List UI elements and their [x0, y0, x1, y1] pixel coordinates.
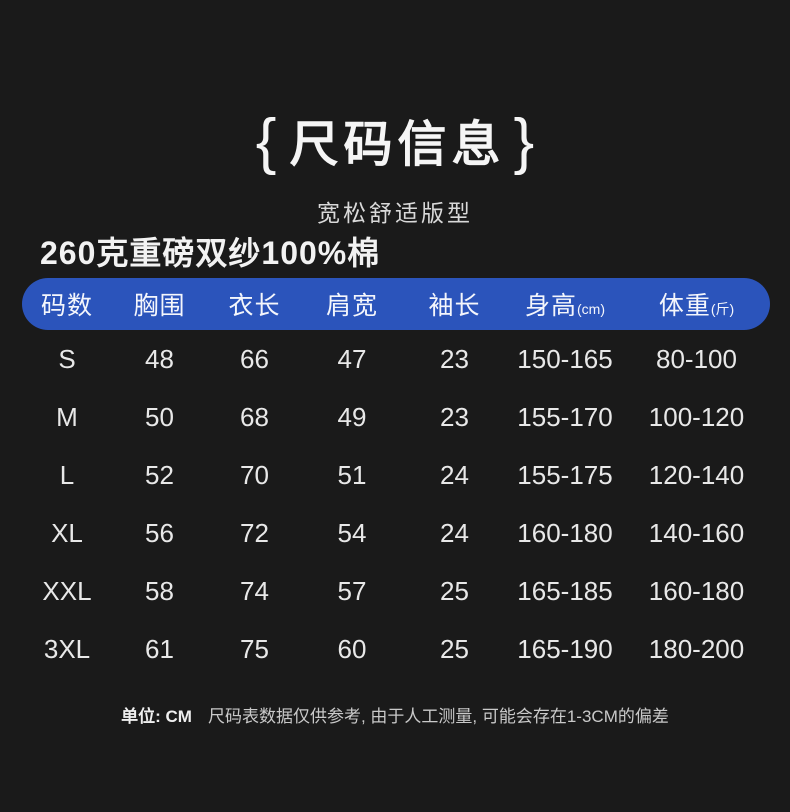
- table-row: 3XL 61 75 60 25 165-190 180-200: [22, 620, 770, 678]
- measurement-value: 155-170: [517, 401, 613, 432]
- measurement-value: 47: [337, 343, 367, 374]
- column-header: 衣长: [228, 292, 281, 320]
- column-header: 胸围: [133, 292, 186, 320]
- measurement-value: 165-190: [517, 633, 613, 664]
- measurement-value: 54: [337, 517, 367, 548]
- page-title: { 尺码信息 }: [0, 107, 790, 180]
- measurement-value: 74: [240, 575, 269, 606]
- measurement-value: 75: [240, 633, 269, 664]
- measurement-value: 50: [145, 401, 174, 432]
- measurement-value: 180-200: [648, 633, 745, 664]
- measurement-value: 70: [240, 459, 269, 490]
- measurement-value: 51: [337, 459, 367, 490]
- title-brace-close: }: [513, 107, 535, 176]
- column-header: 码数: [40, 292, 93, 320]
- column-header: 身高(cm): [524, 292, 605, 320]
- column-header: 袖长: [428, 292, 481, 320]
- page-title-text: 尺码信息: [289, 118, 506, 172]
- title-brace-open: {: [255, 107, 277, 176]
- disclaimer-text: 尺码表数据仅供参考, 由于人工测量, 可能会存在1-3CM的偏差: [207, 707, 669, 726]
- measurement-value: 165-185: [517, 575, 613, 606]
- measurement-value: 57: [337, 575, 367, 606]
- table-row: S 48 66 47 23 150-165 80-100: [22, 330, 770, 388]
- measurement-value: 160-180: [517, 517, 613, 548]
- column-header: 体重(斤): [658, 292, 735, 320]
- measurement-value: 66: [240, 343, 269, 374]
- measurement-value: 24: [440, 459, 469, 490]
- fabric-heading: 260克重磅双纱100%棉: [40, 235, 381, 271]
- measurement-value: 48: [145, 343, 174, 374]
- measurement-value: 155-175: [517, 459, 613, 490]
- measurement-value: 25: [440, 633, 469, 664]
- measurement-value: 56: [145, 517, 174, 548]
- measurement-value: 140-160: [648, 517, 745, 548]
- size-label: S: [58, 343, 76, 374]
- measurement-value: 58: [145, 575, 174, 606]
- measurement-value: 61: [145, 633, 174, 664]
- column-unit: (cm): [577, 301, 605, 317]
- size-table-body: S 48 66 47 23 150-165 80-100 M 50 68 49 23 155-170 10…: [22, 330, 770, 678]
- table-row: M 50 68 49 23 155-170 100-120: [22, 388, 770, 446]
- measurement-value: 80-100: [656, 343, 737, 374]
- column-header: 肩宽: [325, 292, 378, 320]
- size-label: 3XL: [43, 633, 91, 664]
- measurement-value: 24: [440, 517, 469, 548]
- footer-note: 单位: CM 尺码表数据仅供参考, 由于人工测量, 可能会存在1-3CM的偏差: [0, 706, 790, 728]
- size-table: 码数 胸围 衣长 肩宽 袖长 身高(cm) 体重(斤) S 48 66 47 23 150-165 80…: [22, 278, 770, 678]
- measurement-value: 120-140: [648, 459, 745, 490]
- table-row: XXL 58 74 57 25 165-185 160-180: [22, 562, 770, 620]
- measurement-value: 68: [240, 401, 269, 432]
- size-label: XL: [51, 517, 83, 548]
- measurement-value: 100-120: [648, 401, 745, 432]
- measurement-value: 160-180: [648, 575, 745, 606]
- unit-label: 单位: CM: [121, 707, 192, 726]
- measurement-value: 72: [240, 517, 269, 548]
- table-row: XL 56 72 54 24 160-180 140-160: [22, 504, 770, 562]
- size-label: XXL: [42, 575, 92, 606]
- table-row: L 52 70 51 24 155-175 120-140: [22, 446, 770, 504]
- page-subtitle: 宽松舒适版型: [317, 200, 473, 226]
- measurement-value: 150-165: [517, 343, 613, 374]
- size-table-header-row: 码数 胸围 衣长 肩宽 袖长 身高(cm) 体重(斤): [22, 278, 770, 330]
- measurement-value: 25: [440, 575, 469, 606]
- measurement-value: 49: [337, 401, 367, 432]
- measurement-value: 52: [145, 459, 174, 490]
- column-unit: (斤): [710, 301, 735, 317]
- size-label: L: [59, 459, 75, 490]
- measurement-value: 23: [440, 343, 469, 374]
- size-label: M: [56, 401, 78, 432]
- measurement-value: 23: [440, 401, 469, 432]
- measurement-value: 60: [337, 633, 367, 664]
